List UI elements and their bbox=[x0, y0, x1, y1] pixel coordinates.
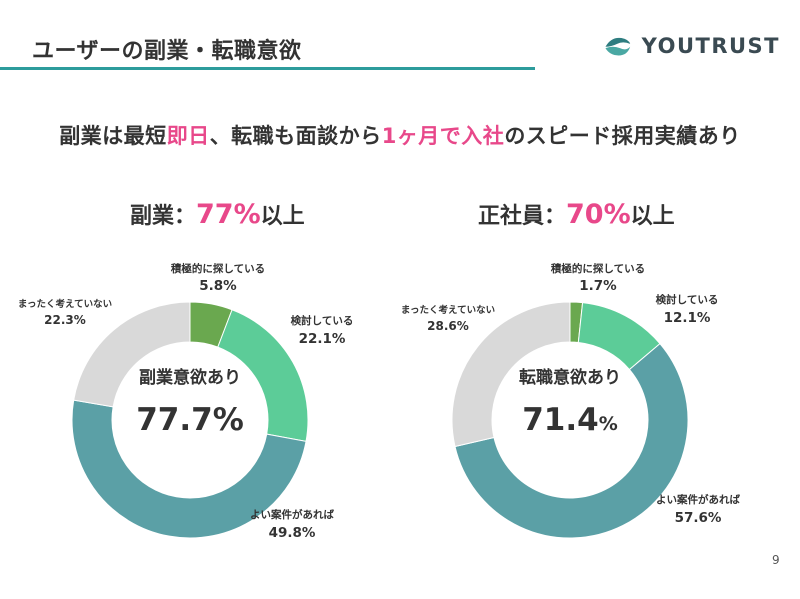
slice-if-good-value: 57.6% bbox=[675, 510, 722, 526]
donut-center-value: 77.7% bbox=[136, 402, 244, 438]
slice-none bbox=[73, 301, 191, 408]
slice-considering-label: 検討している bbox=[656, 293, 719, 306]
headline-highlight: 1ヶ月で入社 bbox=[381, 124, 505, 148]
slice-if-good-label: よい案件があれば bbox=[250, 508, 334, 521]
slice-none-value: 28.6% bbox=[427, 319, 469, 333]
fulltime-summary: 正社員：70%以上 bbox=[478, 198, 675, 230]
youtrust-logo-icon bbox=[605, 37, 631, 56]
slice-if-good bbox=[454, 342, 689, 539]
page-title: ユーザーの副業・転職意欲 bbox=[32, 39, 302, 64]
fulltime-summary-prefix: 正社員： bbox=[478, 204, 567, 229]
headline-part: 、転職も面談から bbox=[209, 124, 382, 148]
slice-if-good-value: 49.8% bbox=[269, 525, 316, 541]
slice-considering-value: 12.1% bbox=[664, 310, 711, 326]
headline-part: のスピード採用実績あり bbox=[504, 124, 741, 148]
side-job-summary-suffix: 以上 bbox=[260, 204, 305, 229]
side-job-summary-percent: 77% bbox=[196, 199, 261, 230]
slice-none-label: まったく考えていない bbox=[18, 298, 112, 310]
headline-part: 副業は最短 bbox=[59, 124, 167, 148]
donut-center-title: 転職意欲あり bbox=[519, 367, 621, 388]
slice-if-good-label: よい案件があれば bbox=[656, 493, 740, 506]
job-change-donut-chart: 積極的に探している 1.7% 検討している 12.1% よい案件があれば 57.6% まった… bbox=[401, 262, 740, 539]
side-job-donut-chart: 積極的に探している 5.8% 検討している 22.1% よい案件があれば 49.8% まった… bbox=[18, 262, 353, 541]
slice-considering-label: 検討している bbox=[291, 314, 354, 327]
fulltime-summary-percent: 70% bbox=[566, 199, 631, 230]
header-divider bbox=[0, 67, 535, 70]
slice-considering-value: 22.1% bbox=[299, 331, 346, 347]
slice-none-label: まったく考えていない bbox=[401, 304, 495, 316]
slice-none bbox=[451, 301, 571, 448]
slice-none-value: 22.3% bbox=[44, 313, 86, 327]
fulltime-summary-suffix: 以上 bbox=[630, 204, 675, 229]
slice-active-value: 1.7% bbox=[579, 278, 617, 294]
page-number: 9 bbox=[772, 553, 780, 567]
headline-highlight: 即日 bbox=[166, 124, 210, 148]
side-job-summary: 副業：77%以上 bbox=[130, 198, 305, 230]
logo-text: YOUTRUST bbox=[641, 34, 780, 58]
side-job-summary-prefix: 副業： bbox=[130, 204, 197, 229]
headline: 副業は最短即日、転職も面談から1ヶ月で入社のスピード採用実績あり bbox=[0, 120, 800, 150]
donut-center-unit: % bbox=[599, 413, 618, 435]
youtrust-logo: YOUTRUST bbox=[604, 26, 780, 66]
donut-center-value: 71.4% bbox=[522, 402, 618, 438]
slice-active-value: 5.8% bbox=[199, 278, 237, 294]
slice-if-good bbox=[71, 399, 307, 539]
donut-center-title: 副業意欲あり bbox=[139, 367, 241, 388]
slice-active-label: 積極的に探している bbox=[550, 262, 645, 275]
slice-active-label: 積極的に探している bbox=[170, 262, 265, 275]
